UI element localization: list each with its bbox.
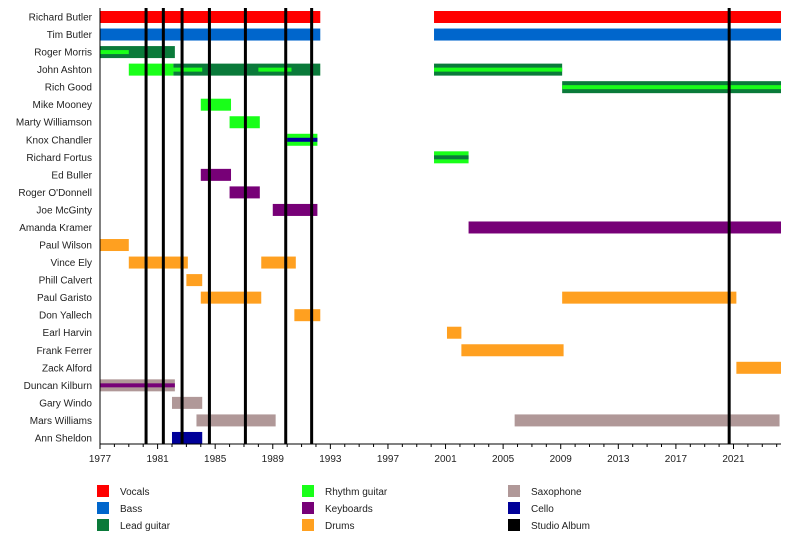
tick-label: 1977 [89,454,112,465]
member-label: Roger O'Donnell [18,188,92,199]
member-label: Knox Chandler [26,135,93,146]
legend-swatch-album [508,519,520,531]
legend-swatch-keyboards [302,502,314,514]
stripe-cello [287,137,318,142]
bar-sax [196,414,276,427]
tick-label: 2001 [434,454,457,465]
tick-label: 2009 [550,454,573,465]
legend-swatch-cello [508,502,520,514]
member-label: Frank Ferrer [36,346,92,357]
stripe-rhythm [434,67,563,72]
bar-keyboards [200,168,232,181]
member-label: John Ashton [37,65,92,76]
member-label: Roger Morris [34,48,92,59]
tick-label: 2017 [665,454,688,465]
legend-swatch-lead [97,519,109,531]
stripe-lead [434,155,469,160]
bar-lead [100,46,175,59]
member-label: Paul Wilson [39,241,92,252]
tick-label: 1993 [319,454,342,465]
member-label: Gary Windo [39,398,92,409]
stripe-rhythm [100,50,129,55]
bar-drums [461,344,564,357]
legend-swatch-bass [97,502,109,514]
member-label: Duncan Kilburn [24,381,92,392]
member-label: Joe McGinty [36,205,92,216]
stripe-rhythm [258,67,292,72]
stripe-keyboards [100,383,175,388]
member-label: Mike Mooney [33,100,92,111]
member-label: Tim Butler [47,30,93,41]
bar-drums [446,326,462,339]
bar-cello [171,431,203,444]
legend-label: Lead guitar [120,521,171,532]
album-lines [144,8,731,444]
legend: Vocals Bass Lead guitar Rhythm guitar Keyboa… [97,485,590,532]
member-label: Zack Alford [42,363,92,374]
bar-drums [100,239,129,252]
bar-rhythm [200,98,232,111]
legend-label: Rhythm guitar [325,487,388,498]
legend-label: Vocals [120,487,149,498]
tick-label: 1997 [377,454,400,465]
legend-swatch-rhythm [302,485,314,497]
bar-sax [514,414,780,427]
member-label: Richard Butler [29,13,93,24]
bar-drums [736,361,781,374]
legend-swatch-sax [508,485,520,497]
bar-drums [186,274,203,287]
member-label: Richard Fortus [26,153,92,164]
bar-sax [171,396,203,409]
member-label: Marty Williamson [16,118,92,129]
member-label: Phill Calvert [39,276,93,287]
bar-keyboards [468,221,781,234]
member-labels: Richard Butler Tim Butler Roger Morris John… [16,13,93,445]
legend-label: Keyboards [325,504,373,515]
bar-keyboards [272,203,318,216]
x-axis: 1977 1981 1985 1989 1993 1997 2001 2005 2009 2013… [89,8,781,465]
tick-label: 1989 [262,454,285,465]
bar-drums [294,309,321,322]
tick-label: 1985 [204,454,227,465]
bar-drums [128,256,188,269]
tick-label: 1981 [146,454,169,465]
legend-label: Bass [120,504,142,515]
bar-rhythm [128,63,174,76]
legend-label: Drums [325,521,354,532]
member-label: Rich Good [45,83,92,94]
member-label: Amanda Kramer [19,223,92,234]
member-label: Vince Ely [50,258,92,269]
bar-drums [261,256,296,269]
member-label: Ann Sheldon [35,433,92,444]
member-bars [100,11,781,444]
legend-swatch-vocals [97,485,109,497]
tick-label: 2013 [607,454,630,465]
legend-label: Saxophone [531,487,582,498]
bar-bass [434,28,781,41]
legend-label: Studio Album [531,521,590,532]
member-label: Mars Williams [30,416,92,427]
legend-label: Cello [531,504,554,515]
bar-drums [562,291,737,304]
member-label: Earl Harvin [43,328,92,339]
legend-swatch-drums [302,519,314,531]
tick-label: 2005 [492,454,515,465]
member-label: Paul Garisto [37,293,92,304]
member-label: Don Yallech [39,311,92,322]
stripe-rhythm [562,85,781,90]
stripe-rhythm [173,67,203,72]
member-label: Ed Buller [51,170,92,181]
tick-label: 2021 [722,454,745,465]
bar-vocals [434,11,781,23]
